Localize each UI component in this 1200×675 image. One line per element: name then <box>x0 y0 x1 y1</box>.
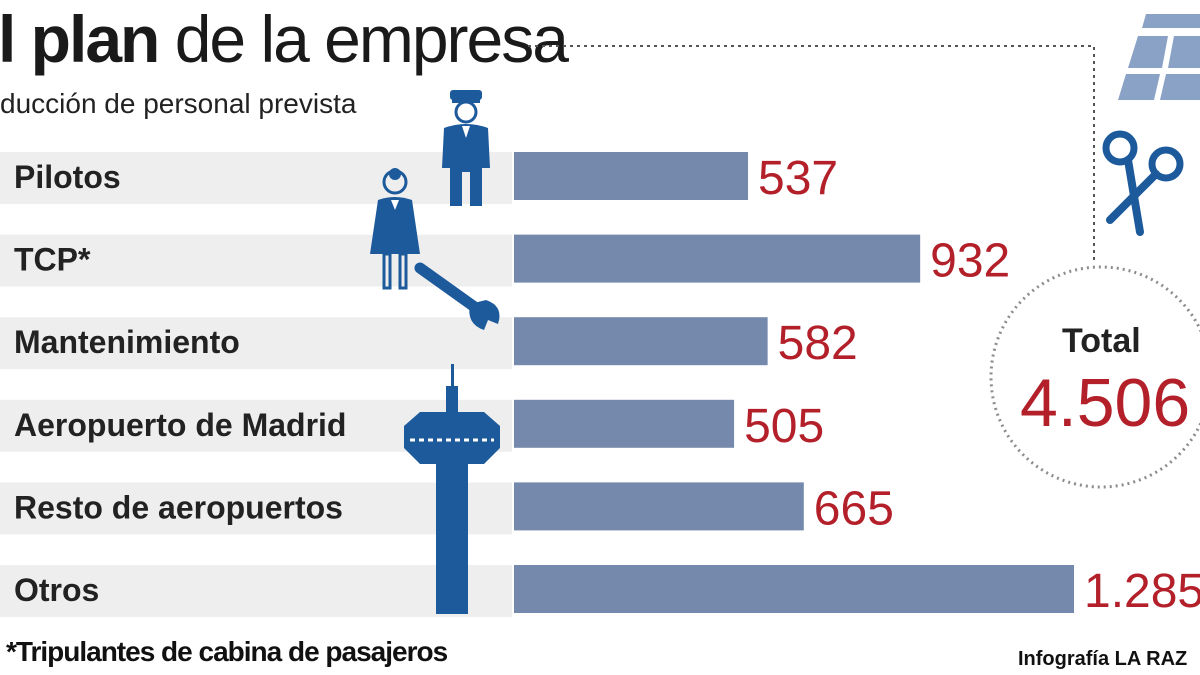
row-band <box>0 317 512 370</box>
bar-2 <box>514 317 768 366</box>
row-band <box>0 152 512 204</box>
logo-icon <box>1118 14 1200 100</box>
total-value: 4.506 <box>1020 365 1191 441</box>
title-light: de la empresa <box>174 2 569 76</box>
title-bold: l plan <box>0 2 160 76</box>
dotted-connector <box>528 45 1095 260</box>
value-label: 665 <box>814 482 894 535</box>
bar-3 <box>514 399 735 448</box>
value-label: 582 <box>778 317 858 370</box>
category-label: TCP* <box>14 242 91 278</box>
row-bands <box>0 152 512 617</box>
category-label: Mantenimiento <box>14 324 240 360</box>
footnote: *Tripulantes de cabina de pasajeros <box>6 636 448 667</box>
value-label: 505 <box>744 400 824 453</box>
pilot-icon <box>442 90 490 206</box>
bar-4 <box>514 482 804 531</box>
row-band <box>0 482 512 535</box>
control-tower-icon <box>404 364 500 614</box>
chart-title: l plan de la empresa <box>0 6 569 72</box>
category-label: Resto de aeropuertos <box>14 489 343 525</box>
value-label: 537 <box>758 152 838 205</box>
value-label: 932 <box>930 235 1010 288</box>
category-label: Pilotos <box>14 159 121 195</box>
row-band <box>0 565 512 617</box>
bar-0 <box>514 152 749 200</box>
total-circle <box>989 265 1200 489</box>
value-label: 1.285 <box>1084 565 1200 618</box>
bars <box>514 152 1074 613</box>
wrench-icon <box>414 262 500 330</box>
flight-attendant-icon <box>370 168 420 290</box>
scissors-icon <box>1102 130 1184 236</box>
chart-subtitle: ducción de personal prevista <box>0 88 357 119</box>
category-labels: Pilotos TCP* Mantenimiento Aeropuerto de Ma… <box>14 159 346 608</box>
category-label: Otros <box>14 572 99 608</box>
category-label: Aeropuerto de Madrid <box>14 407 346 443</box>
value-labels: 537 932 582 505 665 1.285 <box>744 152 1200 618</box>
credit: Infografía LA RAZ <box>1018 648 1188 670</box>
total-label: Total <box>1062 322 1141 360</box>
bar-5 <box>514 565 1074 613</box>
bar-1 <box>514 234 921 283</box>
